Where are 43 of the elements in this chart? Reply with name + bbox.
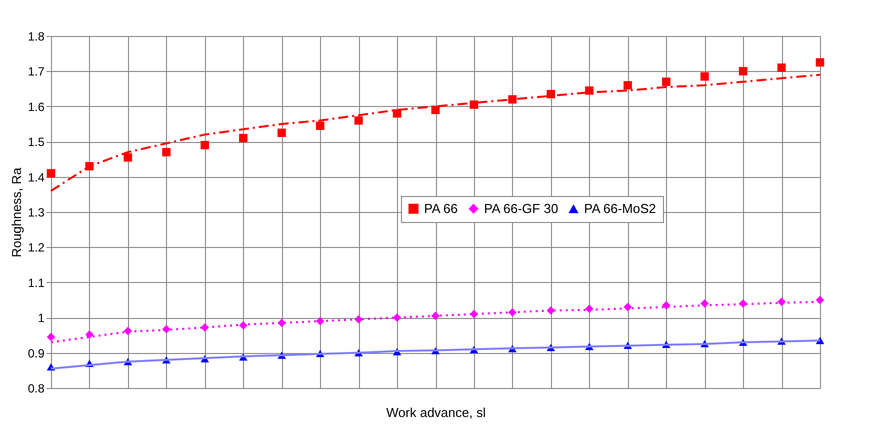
point xyxy=(162,325,171,334)
point xyxy=(662,78,670,86)
point xyxy=(777,63,786,72)
y-tick-label: 1.5 xyxy=(28,135,45,150)
line-series xyxy=(50,74,821,192)
y-tick-label: 0.8 xyxy=(28,382,45,396)
point xyxy=(738,67,748,76)
point xyxy=(278,128,286,137)
y-tick-label: 1.2 xyxy=(28,240,45,255)
point xyxy=(239,134,248,142)
y-tick-label: 1.1 xyxy=(28,276,45,290)
point xyxy=(546,90,556,98)
point xyxy=(431,312,440,320)
y-tick-label: 1.4 xyxy=(28,170,45,184)
y-tick-label: 1.7 xyxy=(28,64,45,79)
point xyxy=(85,330,94,339)
legend-label: PA 66-MoS2 xyxy=(584,200,656,216)
point xyxy=(200,140,209,150)
point xyxy=(46,332,56,342)
point xyxy=(470,100,478,109)
point xyxy=(239,321,248,330)
point xyxy=(624,81,632,90)
point xyxy=(700,299,709,308)
legend-label: PA 66 xyxy=(424,200,458,216)
y-axis-title: Roughness, Ra xyxy=(8,166,24,258)
y-tick-label: 1.3 xyxy=(28,206,45,220)
point xyxy=(162,148,171,156)
point xyxy=(700,72,709,81)
point xyxy=(816,296,824,304)
y-tick-label: 1.8 xyxy=(28,30,45,44)
point xyxy=(585,304,594,313)
y-tick-label: 0.9 xyxy=(28,346,45,360)
point xyxy=(508,95,517,104)
x-axis-title: Work advance, sl xyxy=(386,405,486,420)
y-tick-label: 1.6 xyxy=(28,100,45,114)
y-tick-label: 1 xyxy=(38,311,45,326)
point xyxy=(816,58,824,67)
point xyxy=(354,116,363,125)
point xyxy=(124,153,132,162)
point xyxy=(662,301,670,310)
point xyxy=(124,326,132,336)
legend-label: PA 66-GF 30 xyxy=(484,200,558,216)
point xyxy=(316,122,324,130)
